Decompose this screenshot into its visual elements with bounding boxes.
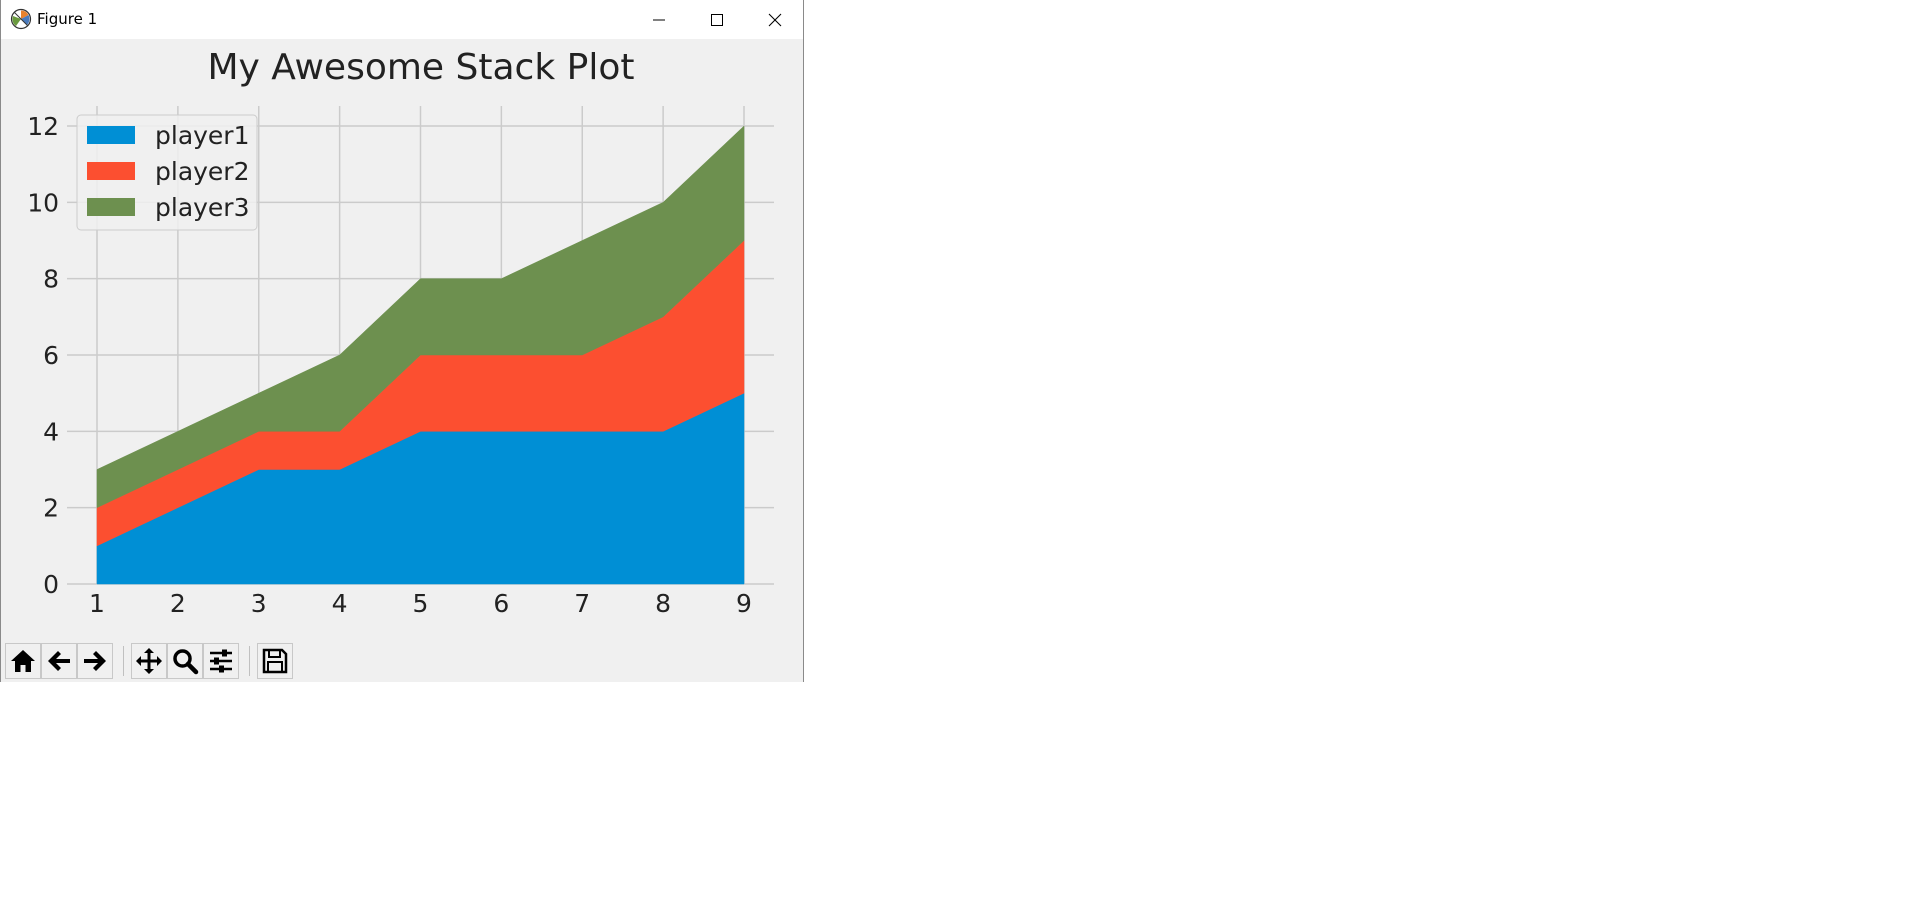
x-tick-label: 6: [493, 589, 509, 618]
configure-subplots-icon: [210, 649, 232, 673]
area-player3: [96, 125, 745, 509]
pan-button[interactable]: [131, 643, 167, 679]
legend-swatch-player3: [87, 198, 135, 216]
save-button[interactable]: [257, 643, 293, 679]
forward-button[interactable]: [77, 643, 113, 679]
x-tick-label: 1: [89, 589, 105, 618]
x-tick-label: 9: [736, 589, 752, 618]
minimize-button[interactable]: [631, 0, 687, 39]
x-tick-labels: 1 2 3 4 5 6 7 8 9: [89, 589, 752, 618]
toolbar-separator: [249, 646, 250, 676]
pan-icon: [136, 648, 162, 674]
legend-label-player2: player2: [155, 157, 250, 186]
navigation-toolbar: [1, 640, 803, 682]
x-tick-label: 2: [170, 589, 186, 618]
minimize-icon: [653, 19, 665, 20]
y-tick-label: 0: [43, 570, 59, 599]
window-title: Figure 1: [37, 10, 98, 28]
y-tick-label: 12: [27, 112, 59, 141]
forward-arrow-icon: [84, 651, 106, 671]
back-arrow-icon: [48, 651, 70, 671]
y-tick-label: 10: [27, 188, 59, 217]
maximize-button[interactable]: [689, 0, 745, 39]
x-tick-label: 4: [332, 589, 348, 618]
x-tick-label: 5: [413, 589, 429, 618]
zoom-button[interactable]: [167, 643, 203, 679]
y-tick-label: 8: [43, 265, 59, 294]
chart-title: My Awesome Stack Plot: [208, 47, 635, 88]
home-icon: [11, 650, 35, 672]
legend-swatch-player1: [87, 126, 135, 144]
toolbar-separator: [123, 646, 124, 676]
stacked-areas: [96, 125, 745, 585]
legend-label-player3: player3: [155, 193, 250, 222]
y-tick-labels: 0 2 4 6 8 10 12: [27, 112, 59, 599]
legend-label-player1: player1: [155, 121, 250, 150]
zoom-icon: [173, 649, 199, 675]
x-tick-label: 7: [574, 589, 590, 618]
y-tick-label: 2: [43, 494, 59, 523]
maximize-icon: [711, 13, 723, 26]
legend-swatch-player2: [87, 162, 135, 180]
y-tick-label: 4: [43, 417, 59, 446]
home-button[interactable]: [5, 643, 41, 679]
y-tick-label: 6: [43, 341, 59, 370]
configure-subplots-button[interactable]: [203, 643, 239, 679]
x-tick-label: 3: [251, 589, 267, 618]
matplotlib-app-icon: [10, 8, 32, 30]
close-icon: [768, 13, 782, 26]
back-button[interactable]: [41, 643, 77, 679]
save-icon: [262, 648, 288, 674]
title-bar[interactable]: Figure 1: [1, 0, 803, 39]
legend: player1 player2 player3: [76, 114, 258, 231]
close-button[interactable]: [747, 0, 803, 39]
x-tick-label: 8: [655, 589, 671, 618]
